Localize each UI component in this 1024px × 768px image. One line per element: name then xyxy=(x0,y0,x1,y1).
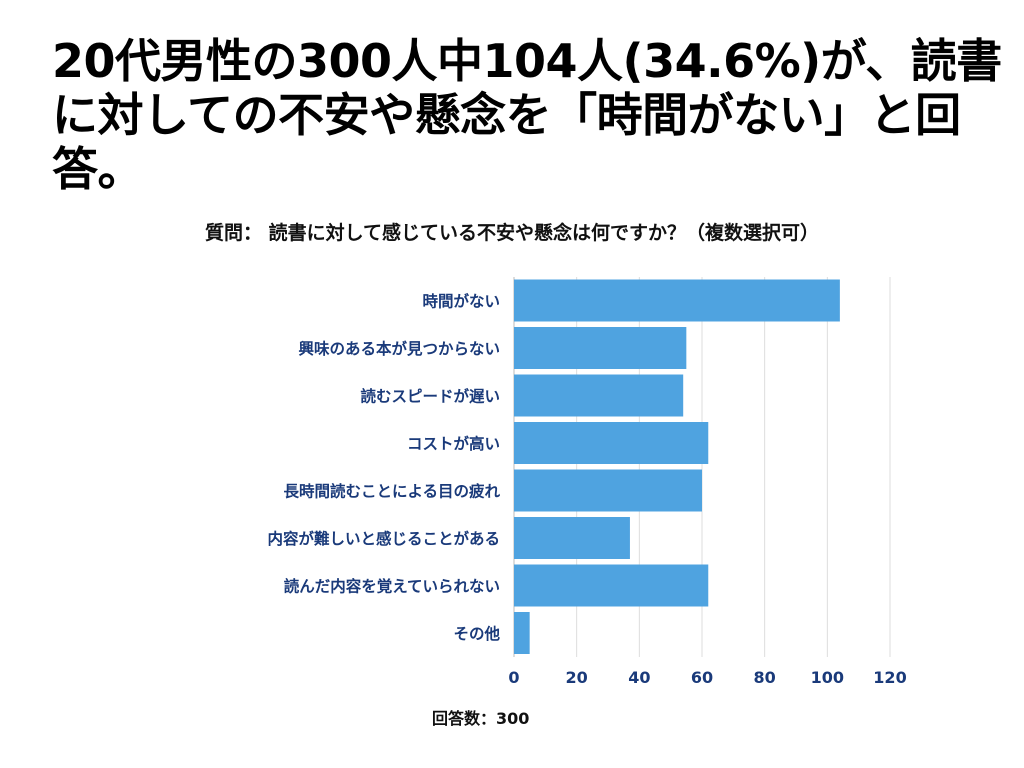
bar-layer xyxy=(514,279,840,654)
x-tick-layer: 0 20 40 60 80 100 120 xyxy=(508,668,906,687)
bar xyxy=(514,327,687,369)
bar xyxy=(514,279,840,322)
category-label: 読んだ内容を覚えていられない xyxy=(284,577,500,596)
bar xyxy=(514,564,709,607)
category-label: 時間がない xyxy=(422,292,500,311)
bar xyxy=(514,469,702,512)
category-label: 内容が難しいと感じることがある xyxy=(267,529,500,548)
headline: 20代男性の300人中104人(34.6%)が、読書に対しての不安や懸念を「時間… xyxy=(52,34,1002,196)
x-tick-label: 0 xyxy=(508,668,519,687)
category-label: 興味のある本が見つからない xyxy=(298,339,500,358)
category-label: 長時間読むことによる目の疲れ xyxy=(283,482,500,501)
bar xyxy=(514,374,684,417)
x-tick-label: 80 xyxy=(754,668,776,687)
respondent-count: 回答数：300 xyxy=(432,709,530,728)
x-tick-label: 120 xyxy=(873,668,906,687)
category-label: 読むスピードが遅い xyxy=(360,387,500,406)
category-label-layer: 時間がない興味のある本が見つからない読むスピードが遅いコストが高い長時間読むこと… xyxy=(267,292,500,644)
x-tick-label: 100 xyxy=(811,668,844,687)
category-label: その他 xyxy=(453,624,500,643)
bar xyxy=(514,422,709,464)
bar xyxy=(514,612,530,654)
x-tick-label: 60 xyxy=(691,668,713,687)
bar xyxy=(514,517,630,559)
category-label: コストが高い xyxy=(407,434,500,453)
chart-question: 質問： 読書に対して感じている不安や懸念は何ですか？（複数選択可） xyxy=(204,222,820,244)
x-tick-label: 40 xyxy=(628,668,650,687)
x-tick-label: 20 xyxy=(566,668,588,687)
